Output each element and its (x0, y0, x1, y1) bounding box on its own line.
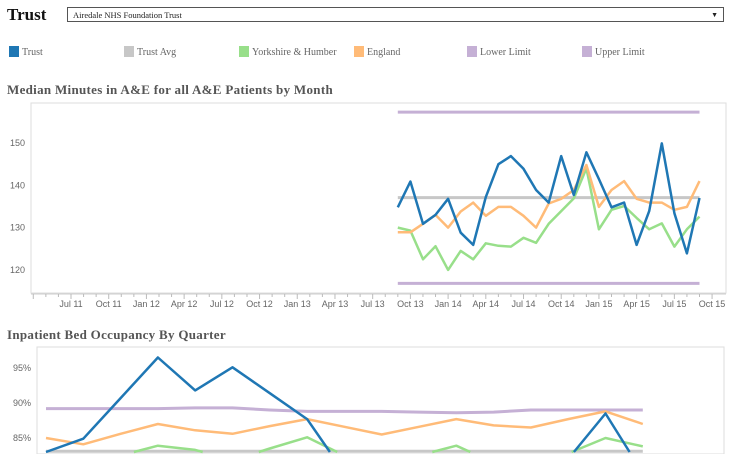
x-tick-label: Jul 15 (662, 299, 686, 309)
series-line-trust (45, 356, 631, 454)
series-line-upper-limit (46, 406, 643, 415)
y-tick-label: 120 (10, 265, 25, 275)
x-tick-label: Apr 12 (171, 299, 198, 309)
x-tick-label: Jan 14 (435, 299, 462, 309)
chart-title-bed-occupancy: Inpatient Bed Occupancy By Quarter (7, 327, 226, 342)
x-tick-label: Jul 14 (512, 299, 536, 309)
legend-item[interactable]: England (354, 46, 401, 58)
y-tick-label: 95% (13, 363, 31, 373)
x-tick-label: Jul 13 (361, 299, 385, 309)
series-line-trust (396, 142, 701, 255)
chart-title-median-minutes: Median Minutes in A&E for all A&E Patien… (7, 82, 333, 97)
legend-label: Yorkshire & Humber (252, 47, 337, 58)
legend-label: Trust Avg (137, 47, 177, 58)
x-tick-label: Oct 14 (548, 299, 575, 309)
y-tick-label: 90% (13, 398, 31, 408)
x-tick-label: Jul 11 (59, 299, 82, 309)
legend-swatch (239, 46, 249, 57)
legend-item[interactable]: Trust Avg (124, 46, 177, 58)
x-tick-label: Oct 13 (397, 299, 424, 309)
x-tick-label: Jan 13 (284, 299, 311, 309)
legend-swatch (9, 46, 19, 57)
legend-item[interactable]: Trust (9, 46, 43, 58)
series-line-yorkshire-humber (397, 167, 701, 272)
legend-label: Upper Limit (595, 47, 645, 58)
trust-label: Trust (7, 5, 47, 24)
x-tick-label: Jul 12 (210, 299, 234, 309)
x-tick-label: Apr 13 (322, 299, 349, 309)
plot-area (36, 346, 725, 454)
selected-trust: Airedale NHS Foundation Trust (73, 10, 182, 20)
legend-label: England (367, 47, 401, 58)
legend-item[interactable]: Lower Limit (467, 46, 531, 58)
legend-item[interactable]: Yorkshire & Humber (239, 46, 337, 58)
legend-item[interactable]: Upper Limit (582, 46, 645, 58)
x-tick-label: Jan 12 (133, 299, 160, 309)
x-tick-label: Oct 12 (246, 299, 273, 309)
series-line-england (45, 410, 644, 446)
y-tick-label: 85% (13, 433, 31, 443)
triangle-down-icon: ▼ (711, 11, 718, 19)
legend-label: Lower Limit (480, 47, 531, 58)
legend-swatch (582, 46, 592, 57)
legend-swatch (354, 46, 364, 57)
y-tick-label: 130 (10, 223, 25, 233)
x-tick-label: Oct 11 (96, 299, 122, 309)
x-tick-label: Jan 15 (585, 299, 612, 309)
y-tick-label: 150 (10, 138, 25, 148)
legend-label: Trust (22, 47, 43, 58)
series-line-yorkshire-humber (133, 436, 644, 454)
legend-swatch (124, 46, 134, 57)
legend-swatch (467, 46, 477, 57)
plot-area (30, 102, 727, 294)
x-tick-label: Oct 15 (699, 299, 726, 309)
x-tick-label: Apr 14 (473, 299, 500, 309)
x-tick-label: Apr 15 (623, 299, 650, 309)
median-minutes-chart: 120 130 140 150 Jul 11 Oct 11 Jan 12 Apr 12 Jul … (10, 102, 727, 309)
trust-dropdown[interactable]: Airedale NHS Foundation Trust ▼ (67, 7, 724, 22)
y-tick-label: 140 (10, 180, 25, 190)
